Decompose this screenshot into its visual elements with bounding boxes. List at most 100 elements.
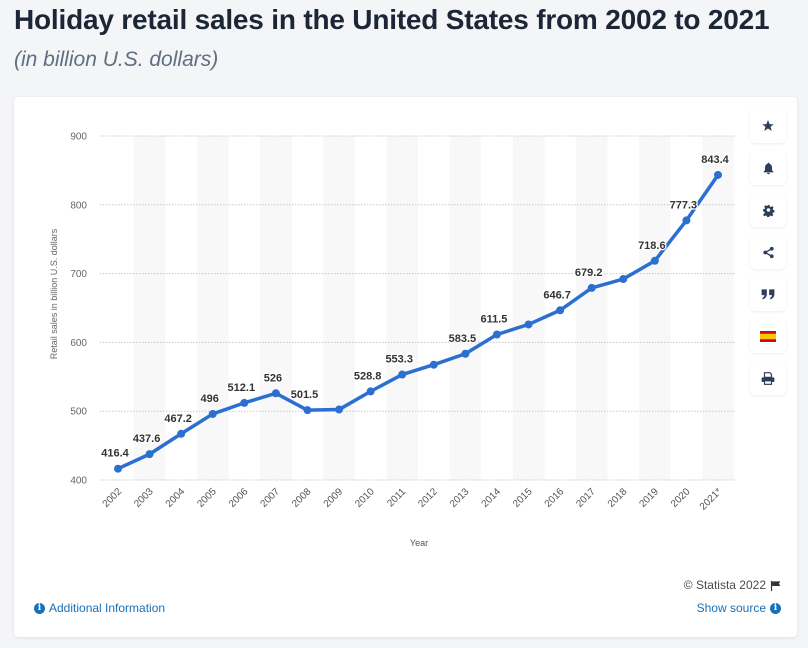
chart-subtitle: (in billion U.S. dollars) [14,48,219,71]
data-label: 646.7 [543,289,571,301]
data-label: 512.1 [228,382,256,394]
data-point [461,349,470,358]
data-label: 437.6 [133,433,161,445]
chart-title: Holiday retail sales in the United State… [14,4,770,35]
data-point [587,283,596,292]
y-tick-label: 900 [70,132,87,143]
data-point [556,306,565,315]
settings-button[interactable] [750,193,786,227]
data-label: 496 [201,393,219,405]
data-point [240,398,249,407]
data-point [398,370,407,379]
y-tick-label: 800 [70,200,87,211]
copyright-notice: © Statista 2022 [684,578,781,592]
gridlines [100,135,736,481]
x-tick-label: 2017 [574,486,598,510]
additional-information-label: Additional Information [49,601,166,615]
spain-flag-icon [760,330,776,342]
x-tick-label: 2021* [698,486,724,512]
category-band [133,136,166,480]
category-band [639,136,671,480]
data-label: 679.2 [575,267,603,279]
category-band [449,136,482,480]
x-tick-label: 2011 [385,486,408,509]
x-tick-label: 2019 [637,486,661,510]
info-icon: i [34,602,45,614]
data-point [366,387,375,396]
data-point [177,429,186,438]
cite-button[interactable] [750,277,786,311]
x-tick-label: 2002 [101,486,125,510]
x-tick-label: 2006 [227,486,251,510]
y-axis-title: Retail sales in billion U.S. dollars [49,228,59,359]
quote-icon [761,289,775,300]
y-tick-label: 400 [70,476,87,487]
data-point [714,170,722,179]
star-icon [762,120,774,131]
x-tick-label: 2007 [259,486,283,510]
info-icon: i [770,602,781,614]
series-retail-sales [114,170,722,473]
data-point [524,320,533,329]
x-tick-label: 2005 [195,486,219,510]
notification-button[interactable] [750,151,786,185]
flag-icon[interactable] [770,580,781,591]
x-tick-label: 2010 [353,486,377,510]
x-tick-label: 2008 [290,486,314,510]
background-bands [133,136,734,480]
gear-icon [762,204,774,217]
data-point [619,275,628,284]
data-point [650,256,659,265]
x-tick-label: 2003 [132,486,156,510]
data-point [682,216,691,225]
series-line [116,173,720,471]
language-button[interactable] [750,319,786,353]
share-icon [762,246,774,258]
bell-icon [763,162,773,175]
data-label: 501.5 [291,389,319,401]
category-band [512,136,545,480]
data-point [271,389,280,398]
y-tick-label: 500 [70,407,87,418]
data-label: 467.2 [164,413,192,425]
x-tick-label: 2020 [669,486,693,510]
favorite-button[interactable] [750,109,786,143]
x-tick-label: 2014 [480,486,504,510]
category-band [323,136,355,480]
print-icon [761,371,775,385]
x-tick-label: 2016 [543,486,567,510]
show-source-link[interactable]: Show source i [697,601,781,615]
data-point [303,406,312,415]
data-label: 583.5 [449,333,477,345]
category-band [702,136,734,480]
data-label: 528.8 [354,370,382,382]
x-tick-label: 2015 [511,486,535,510]
x-axis-title: Year [410,538,428,548]
category-band [386,136,418,480]
x-tick-label: 2013 [448,486,472,510]
data-label: 526 [264,372,282,384]
data-label: 843.4 [701,154,729,166]
category-band [575,136,608,480]
chart-card: 400 500 600 700 800 900 2002 2003 2004 2005 2006 2… [14,97,797,637]
print-button[interactable] [750,361,786,395]
data-label: 553.3 [385,354,413,366]
data-label: 777.3 [670,199,698,211]
data-point [429,360,438,369]
share-button[interactable] [750,235,786,269]
y-axis-ticks: 400 500 600 700 800 900 [70,132,87,487]
y-tick-label: 700 [70,269,87,280]
additional-information-link[interactable]: i Additional Information [34,601,165,615]
copyright-text: © Statista 2022 [683,578,766,592]
data-point [145,450,154,459]
category-band [260,136,292,480]
data-label: 718.6 [638,240,666,252]
x-tick-label: 2004 [164,486,188,510]
data-label: 416.4 [101,448,129,460]
category-band [196,136,229,480]
data-point [492,330,501,339]
x-tick-label: 2012 [416,486,440,510]
show-source-label: Show source [696,601,766,615]
